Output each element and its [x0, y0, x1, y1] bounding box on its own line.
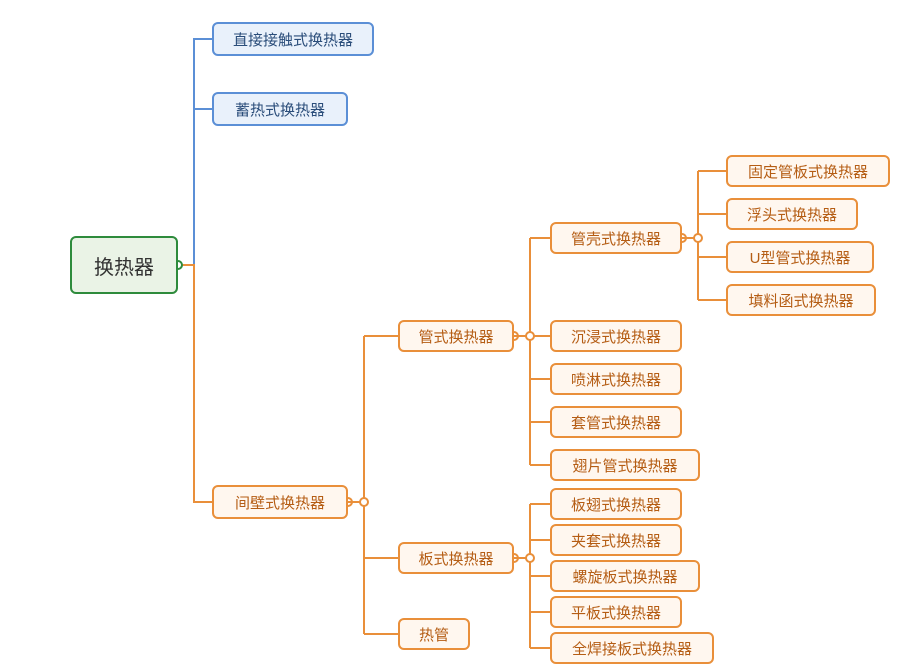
node-b2: 蓄热式换热器 [212, 92, 348, 126]
node-t4: 套管式换热器 [550, 406, 682, 438]
node-o_plate: 板式换热器 [398, 542, 514, 574]
node-p1: 板翅式换热器 [550, 488, 682, 520]
node-p4: 平板式换热器 [550, 596, 682, 628]
node-o_wall: 间壁式换热器 [212, 485, 348, 519]
node-b1: 直接接触式换热器 [212, 22, 374, 56]
node-s2: 浮头式换热器 [726, 198, 858, 230]
node-s1: 固定管板式换热器 [726, 155, 890, 187]
node-t3: 喷淋式换热器 [550, 363, 682, 395]
node-s3: U型管式换热器 [726, 241, 874, 273]
node-o_hp: 热管 [398, 618, 470, 650]
node-s4: 填料函式换热器 [726, 284, 876, 316]
node-root: 换热器 [70, 236, 178, 294]
node-o_tube: 管式换热器 [398, 320, 514, 352]
node-t1: 管壳式换热器 [550, 222, 682, 254]
node-p3: 螺旋板式换热器 [550, 560, 700, 592]
node-p2: 夹套式换热器 [550, 524, 682, 556]
node-t5: 翅片管式换热器 [550, 449, 700, 481]
node-p5: 全焊接板式换热器 [550, 632, 714, 664]
node-t2: 沉浸式换热器 [550, 320, 682, 352]
